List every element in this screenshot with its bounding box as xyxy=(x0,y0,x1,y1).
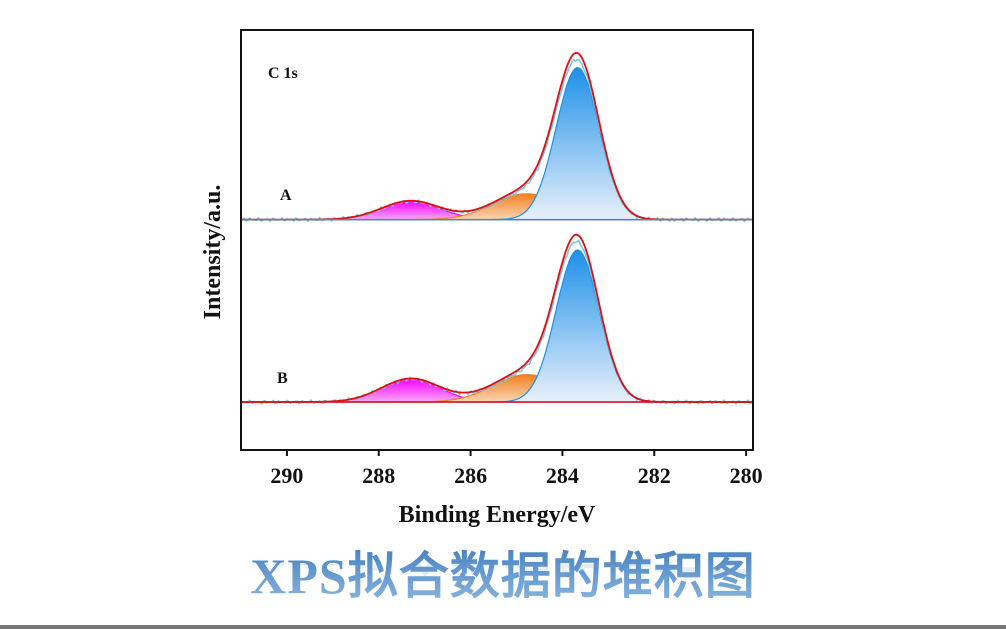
x-tick-label: 280 xyxy=(730,463,763,488)
page-title: XPS拟合数据的堆积图 xyxy=(0,536,1006,608)
spectrum-a xyxy=(240,52,754,223)
spectrum-b xyxy=(240,233,754,406)
plot-area xyxy=(240,52,754,406)
spectrum-label-b: B xyxy=(277,370,288,387)
bottom-divider xyxy=(0,625,1006,629)
fitted-peak xyxy=(241,373,753,403)
fitted-peak xyxy=(241,249,753,403)
raw-data-line xyxy=(240,58,754,223)
envelope-fit-line xyxy=(241,52,753,221)
envelope-fit-line xyxy=(241,233,753,403)
fitted-peak xyxy=(241,193,753,221)
annotation-c1s: C 1s xyxy=(268,65,298,82)
x-axis-title: Binding Energy/eV xyxy=(399,502,596,528)
x-tick-label: 282 xyxy=(638,463,671,488)
spectrum-label-a: A xyxy=(280,187,292,204)
page-title-reflection: XPS拟合数据的堆积图 xyxy=(0,564,1006,590)
x-axis: 290 288 286 284 282 280 xyxy=(270,450,763,488)
y-axis-title: Intensity/a.u. xyxy=(200,185,226,320)
fitted-peak xyxy=(241,66,753,221)
x-tick-label: 286 xyxy=(454,463,487,488)
raw-data-line xyxy=(240,239,754,406)
x-tick-label: 288 xyxy=(362,463,395,488)
x-tick-label: 290 xyxy=(270,463,303,488)
x-tick-label: 284 xyxy=(546,463,579,488)
plot-frame xyxy=(240,29,754,451)
